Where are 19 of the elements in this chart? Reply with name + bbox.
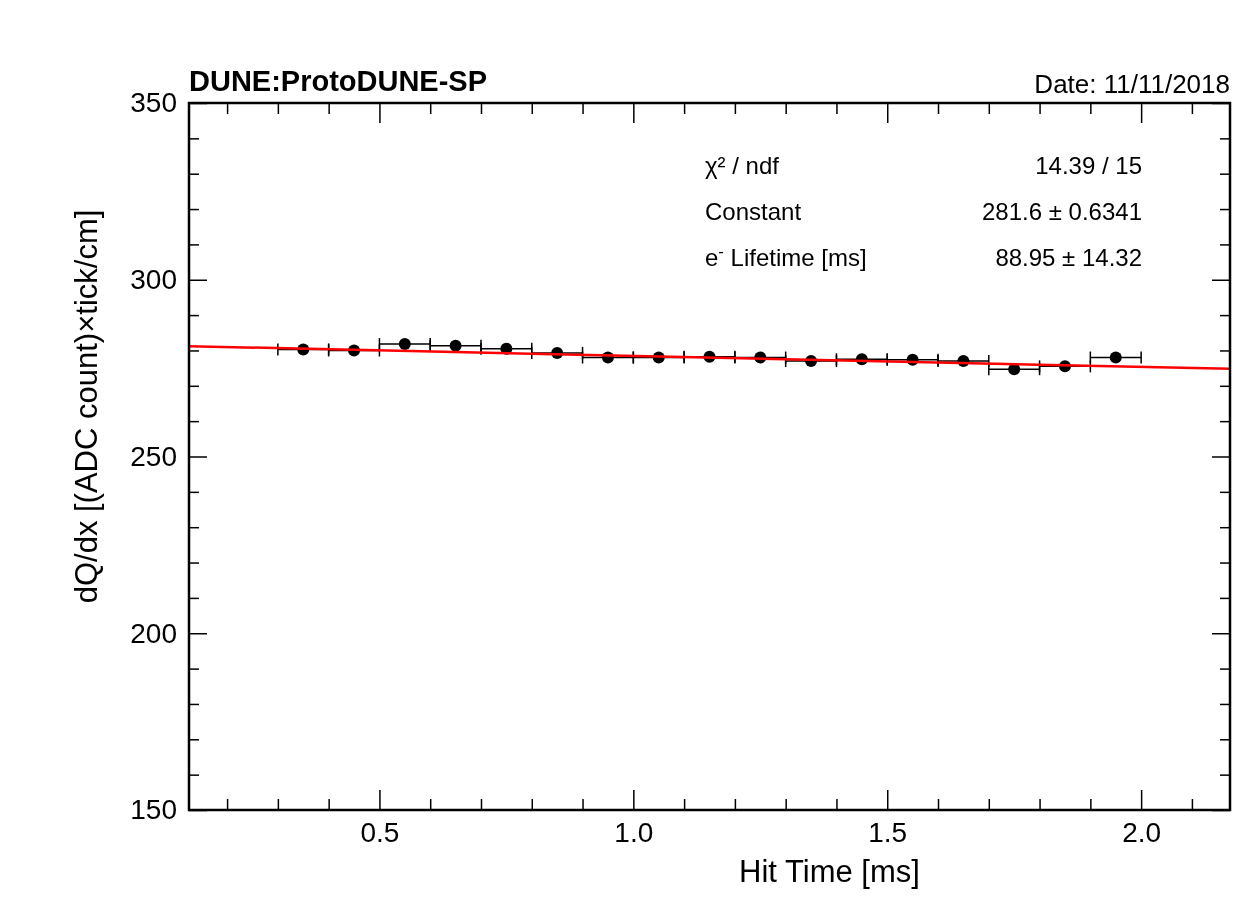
y-tick-label: 250 [130,440,177,472]
y-tick-label: 200 [130,617,177,649]
x-tick-label: 0.5 [360,816,400,848]
annotation: 88.95 ± 14.32 [995,244,1142,271]
y-tick-label: 150 [130,794,177,826]
x-axis-title: Hit Time [ms] [739,854,920,889]
x-tick-label: 2.0 [1122,816,1162,848]
annotation: 281.6 ± 0.6341 [982,198,1142,225]
x-tick-label: 1.5 [868,816,908,848]
annotation: e$^{-}$ Lifetime [ms] [705,241,867,271]
y-tick-label: 300 [130,264,177,296]
x-tick-label: 1.0 [614,816,654,848]
annotation: Constant [705,198,802,225]
annotation: 14.39 / 15 [1035,152,1142,179]
chart-subtitle: Date: 11/11/2018 [1034,69,1230,99]
annotation: χ² / ndf [705,152,780,179]
y-tick-label: 350 [130,87,177,119]
y-axis-title: dQ/dx [(ADC count)×tick/cm] [69,209,104,604]
chart-title: DUNE:ProtoDUNE-SP [189,65,488,97]
